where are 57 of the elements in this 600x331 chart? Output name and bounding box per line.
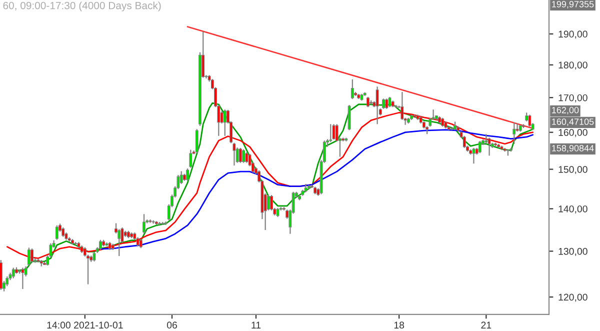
candlestick bbox=[242, 148, 246, 164]
candlestick bbox=[266, 194, 270, 211]
chart-title: 60, 09:00-17:30 (4000 Days Back) bbox=[3, 2, 161, 12]
candlestick bbox=[55, 224, 58, 240]
candlestick bbox=[329, 124, 332, 143]
x-tick-label: 06 bbox=[166, 322, 177, 329]
y-tick-label: 190,00 bbox=[558, 30, 588, 39]
candlestick bbox=[382, 98, 385, 110]
candlestick bbox=[245, 152, 248, 164]
line-series bbox=[100, 129, 534, 250]
candlestick bbox=[462, 135, 466, 148]
candlestick bbox=[180, 170, 183, 185]
candlestick bbox=[92, 252, 96, 262]
candlestick bbox=[385, 98, 388, 110]
y-tick-label: 120,00 bbox=[558, 294, 588, 302]
candlestick bbox=[189, 149, 192, 168]
candlestick bbox=[516, 122, 519, 132]
candlestick bbox=[512, 122, 516, 144]
candlestick bbox=[472, 147, 476, 164]
candlestick bbox=[139, 238, 142, 249]
candlestick bbox=[348, 104, 351, 131]
candlestick bbox=[238, 147, 242, 164]
candlestick bbox=[276, 207, 280, 218]
candlestick bbox=[12, 267, 15, 279]
candlestick bbox=[366, 96, 370, 108]
candlestick bbox=[350, 78, 354, 100]
x-tick-label: 21 bbox=[481, 322, 492, 328]
y-tick-label: 180,00 bbox=[558, 62, 588, 70]
text: 199,97355 bbox=[552, 0, 594, 8]
candlestick bbox=[186, 168, 190, 182]
candlestick bbox=[195, 128, 198, 154]
candlestick bbox=[528, 114, 532, 128]
text: 160,47105 bbox=[552, 118, 594, 126]
candlestick bbox=[27, 247, 30, 266]
candlestick bbox=[232, 142, 236, 166]
candlestick bbox=[488, 137, 491, 156]
candlestick bbox=[332, 124, 336, 140]
y-tick-label: 140,00 bbox=[558, 205, 588, 214]
y-tick-label: 160,00 bbox=[558, 129, 588, 138]
y-tick-label: 170,00 bbox=[558, 94, 588, 102]
candlestick bbox=[99, 239, 102, 250]
candlestick bbox=[21, 267, 24, 290]
candlestick bbox=[478, 140, 482, 154]
text: 158,90844 bbox=[552, 144, 594, 152]
candlestick bbox=[62, 226, 65, 238]
candlestick bbox=[484, 134, 488, 144]
candlestick bbox=[142, 214, 146, 234]
x-tick-label: 14:00 2021-10-01 bbox=[47, 322, 123, 329]
candlestick bbox=[136, 236, 140, 247]
candlestick bbox=[388, 96, 392, 108]
candlestick bbox=[223, 108, 226, 136]
candlestick bbox=[236, 146, 239, 164]
x-tick-label: 11 bbox=[252, 322, 261, 328]
x-tick-label: 18 bbox=[394, 322, 404, 329]
text: 162,00 bbox=[552, 106, 579, 114]
y-tick-label: 150,00 bbox=[558, 166, 588, 174]
y-tick-label: 130,00 bbox=[558, 248, 588, 256]
